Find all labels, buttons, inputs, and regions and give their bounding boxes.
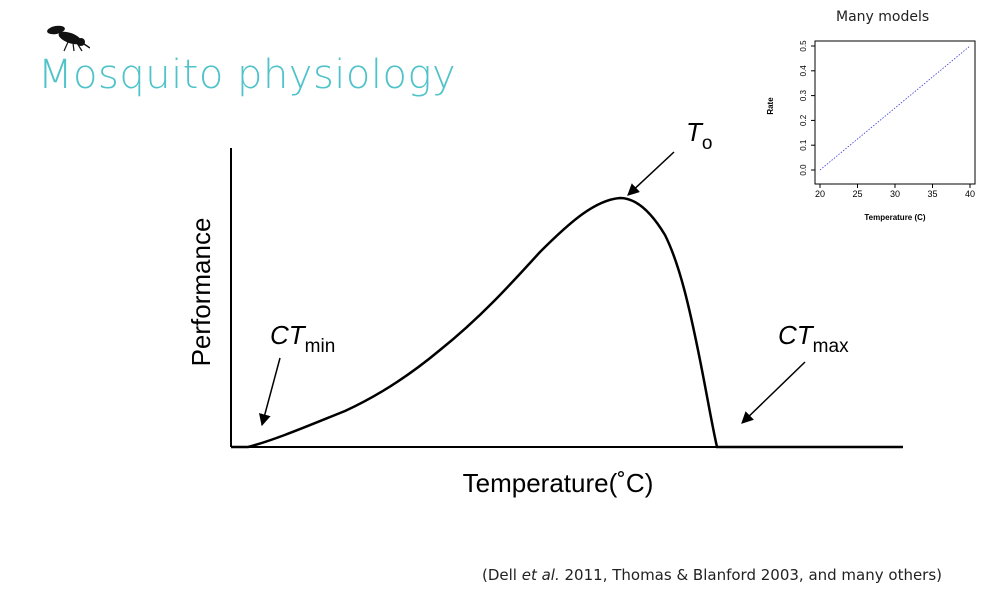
inset-y-tick-label: 0.3 [799, 89, 808, 101]
inset-y-tick-label: 0.2 [799, 114, 808, 126]
x-axis-label: Temperature(˚C) [463, 468, 654, 498]
inset-x-tick-label: 25 [852, 189, 862, 199]
inset-x-tick-label: 30 [890, 189, 900, 199]
citation: (Dell et al. 2011, Thomas & Blanford 200… [482, 566, 942, 584]
inset-y-tick-label: 0.4 [799, 65, 808, 77]
inset-y-axis-label: Rate [766, 97, 775, 115]
inset-y-tick-label: 0.1 [799, 139, 808, 151]
inset-y-tick-label: 0.5 [799, 40, 808, 52]
inset-x-tick-label: 20 [815, 189, 825, 199]
inset-plot-frame [814, 40, 976, 185]
topt-label: To [686, 117, 712, 154]
inset-y-tick-label: 0.0 [799, 164, 808, 176]
inset-chart-title: Many models [836, 9, 930, 25]
inset-chart: 20 25 30 35 40 0.0 0.1 0.2 0.3 0.4 0.5 Temperatur… [766, 40, 976, 222]
citation-after: 2011, Thomas & Blanford 2003, and many o… [559, 566, 943, 584]
mosquito-icon [47, 25, 90, 52]
performance-curve [231, 196, 903, 449]
y-axis-label: Performance [186, 218, 216, 367]
ctmin-arrow [259, 357, 281, 427]
slide-title: Mosquito physiology [38, 52, 457, 98]
inset-x-tick-label: 40 [965, 189, 975, 199]
ctmin-label: CTmin [270, 320, 335, 357]
inset-series-line [819, 45, 971, 171]
citation-italic: et al. [521, 566, 560, 584]
citation-before: (Dell [482, 566, 522, 584]
topt-arrow [627, 151, 675, 196]
ctmax-arrow [741, 361, 806, 424]
inset-x-axis-label: Temperature (C) [864, 213, 926, 222]
ctmax-label: CTmax [778, 320, 849, 357]
inset-x-tick-label: 35 [927, 189, 937, 199]
